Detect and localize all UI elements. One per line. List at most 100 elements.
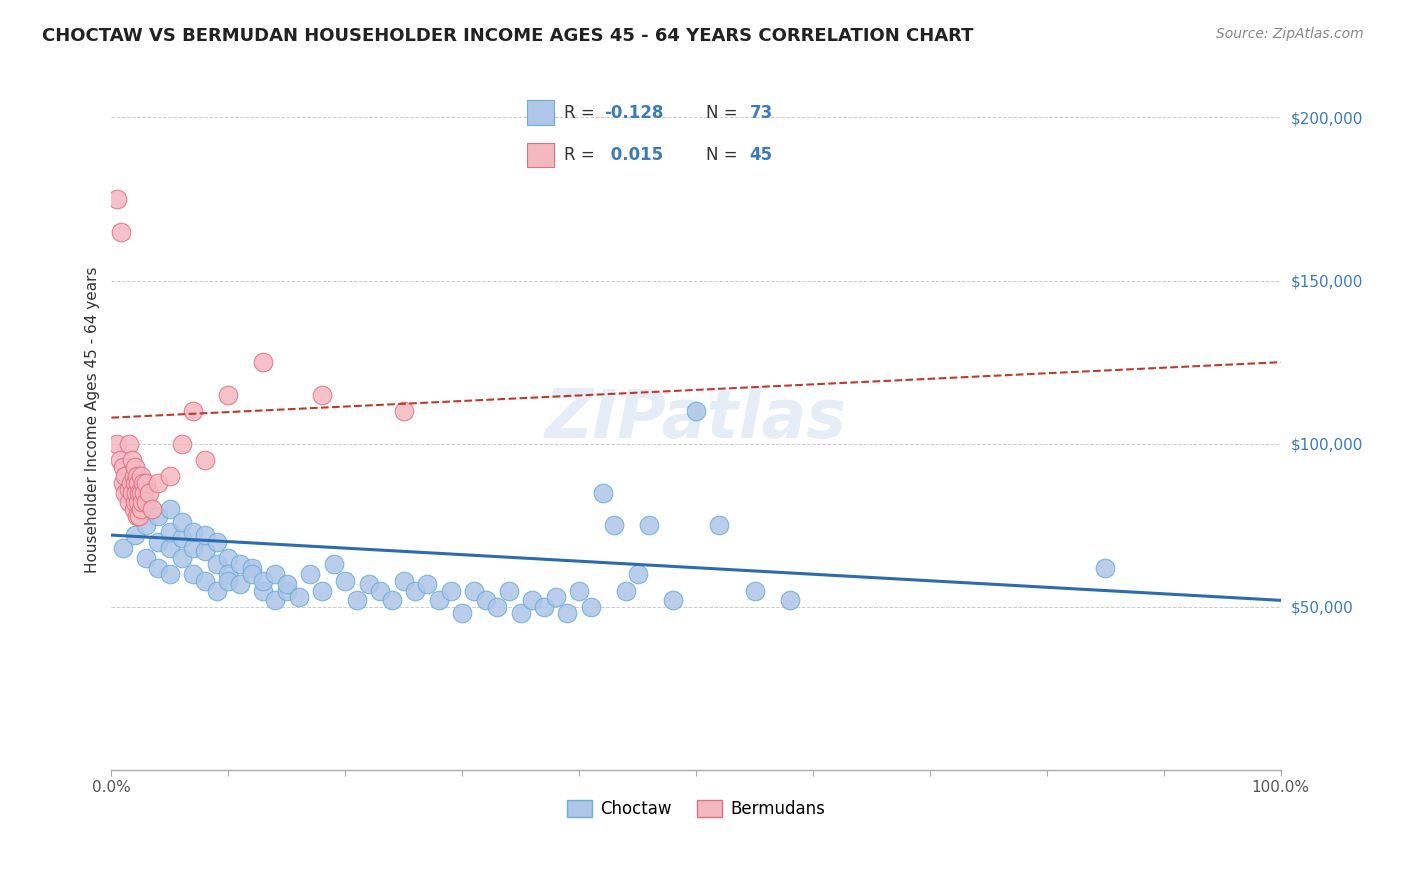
Point <box>125 485 148 500</box>
Point <box>128 508 150 523</box>
Point <box>370 583 392 598</box>
Text: N =: N = <box>706 146 737 164</box>
Point <box>614 583 637 598</box>
FancyBboxPatch shape <box>527 143 554 168</box>
Point <box>392 404 415 418</box>
Point <box>592 485 614 500</box>
Point <box>159 567 181 582</box>
Point <box>112 475 135 490</box>
Point <box>129 469 152 483</box>
Point <box>533 599 555 614</box>
Point <box>170 532 193 546</box>
Text: 73: 73 <box>749 103 773 122</box>
Point <box>240 567 263 582</box>
Point <box>335 574 357 588</box>
Point <box>170 436 193 450</box>
Point <box>135 550 157 565</box>
Point <box>744 583 766 598</box>
Point <box>498 583 520 598</box>
Point <box>229 577 252 591</box>
Point <box>287 590 309 604</box>
Point <box>439 583 461 598</box>
Point <box>118 483 141 497</box>
Point <box>392 574 415 588</box>
Point <box>112 459 135 474</box>
Point <box>194 574 217 588</box>
Point <box>709 518 731 533</box>
Text: R =: R = <box>564 103 595 122</box>
Point <box>240 560 263 574</box>
Point <box>159 502 181 516</box>
Point <box>181 541 204 556</box>
Point <box>134 485 156 500</box>
Point <box>181 404 204 418</box>
Point <box>568 583 591 598</box>
Point <box>194 453 217 467</box>
Point <box>141 502 163 516</box>
Point <box>463 583 485 598</box>
Point <box>124 475 146 490</box>
Text: CHOCTAW VS BERMUDAN HOUSEHOLDER INCOME AGES 45 - 64 YEARS CORRELATION CHART: CHOCTAW VS BERMUDAN HOUSEHOLDER INCOME A… <box>42 27 974 45</box>
Point <box>522 593 544 607</box>
Point <box>129 485 152 500</box>
Point <box>416 577 439 591</box>
Point <box>118 495 141 509</box>
Point <box>159 541 181 556</box>
Point <box>252 583 274 598</box>
Legend: Choctaw, Bermudans: Choctaw, Bermudans <box>561 793 832 825</box>
Point <box>1094 560 1116 574</box>
Point <box>579 599 602 614</box>
Point <box>181 524 204 539</box>
Point <box>128 485 150 500</box>
Point <box>124 528 146 542</box>
Point <box>105 436 128 450</box>
Point <box>603 518 626 533</box>
Point <box>105 192 128 206</box>
Point <box>217 550 239 565</box>
Point <box>638 518 661 533</box>
Point <box>427 593 450 607</box>
Point <box>110 225 132 239</box>
Y-axis label: Householder Income Ages 45 - 64 years: Householder Income Ages 45 - 64 years <box>86 266 100 573</box>
Point <box>148 534 170 549</box>
Point <box>346 593 368 607</box>
Point <box>121 485 143 500</box>
Point <box>322 558 344 572</box>
Point <box>127 495 149 509</box>
Point <box>557 607 579 621</box>
Point <box>114 485 136 500</box>
Point <box>114 469 136 483</box>
Point <box>170 515 193 529</box>
Point <box>135 518 157 533</box>
Point <box>124 459 146 474</box>
Point <box>148 508 170 523</box>
Text: 45: 45 <box>749 146 773 164</box>
Point <box>311 388 333 402</box>
Point <box>217 388 239 402</box>
Point <box>194 544 217 558</box>
Point <box>131 495 153 509</box>
Point <box>127 475 149 490</box>
Point <box>159 524 181 539</box>
Point <box>124 495 146 509</box>
Point <box>205 534 228 549</box>
Point <box>381 593 404 607</box>
Point <box>474 593 496 607</box>
Text: -0.128: -0.128 <box>605 103 664 122</box>
Point <box>264 593 287 607</box>
Point <box>544 590 567 604</box>
Point <box>118 436 141 450</box>
Point <box>170 550 193 565</box>
Point <box>127 508 149 523</box>
Text: ZIPatlas: ZIPatlas <box>546 386 846 452</box>
Point <box>205 558 228 572</box>
Point <box>252 574 274 588</box>
Point <box>108 453 131 467</box>
Point <box>121 453 143 467</box>
Point <box>112 541 135 556</box>
Text: Source: ZipAtlas.com: Source: ZipAtlas.com <box>1216 27 1364 41</box>
Text: N =: N = <box>706 103 737 122</box>
Point <box>122 469 145 483</box>
Point <box>779 593 801 607</box>
Point <box>661 593 683 607</box>
